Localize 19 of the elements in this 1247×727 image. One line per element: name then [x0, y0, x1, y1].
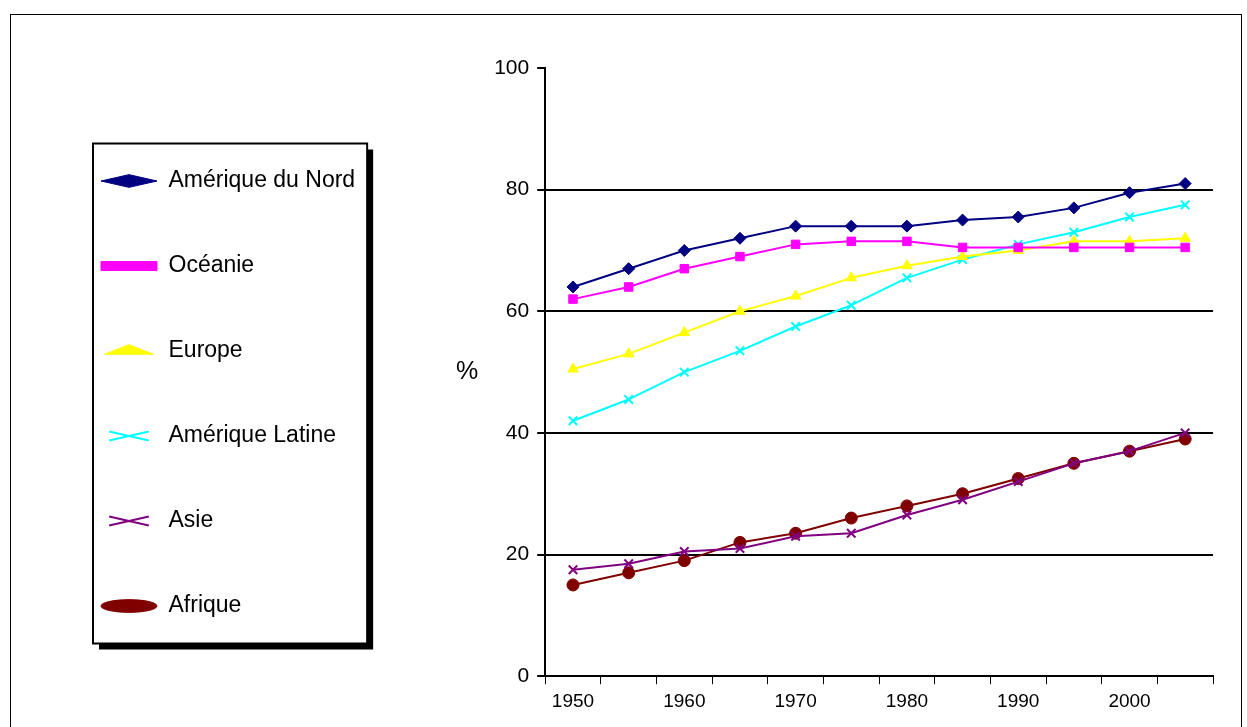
- legend-label: Afrique: [168, 591, 242, 618]
- legend-label: Europe: [168, 336, 243, 363]
- y-axis-title: %: [456, 355, 479, 384]
- x-tick-label: 1950: [551, 689, 595, 711]
- legend-label: Amérique Latine: [168, 421, 336, 448]
- y-tick-label: 80: [505, 176, 530, 200]
- y-tick-label: 20: [505, 541, 530, 565]
- y-tick-label: 0: [517, 663, 530, 686]
- y-tick-label: 60: [505, 298, 530, 322]
- y-tick-label: 40: [505, 419, 530, 443]
- x-tick-label: 1960: [663, 689, 706, 711]
- x-tick-label: 1990: [997, 689, 1040, 711]
- x-tick-label: 1980: [885, 689, 929, 711]
- y-tick-label: 100: [494, 54, 530, 78]
- x-tick-label: 1970: [774, 689, 817, 711]
- legend-label: Océanie: [168, 251, 255, 278]
- x-tick-label: 2000: [1108, 689, 1151, 711]
- legend-label: Asie: [168, 506, 214, 533]
- legend-label: Amérique du Nord: [168, 166, 356, 193]
